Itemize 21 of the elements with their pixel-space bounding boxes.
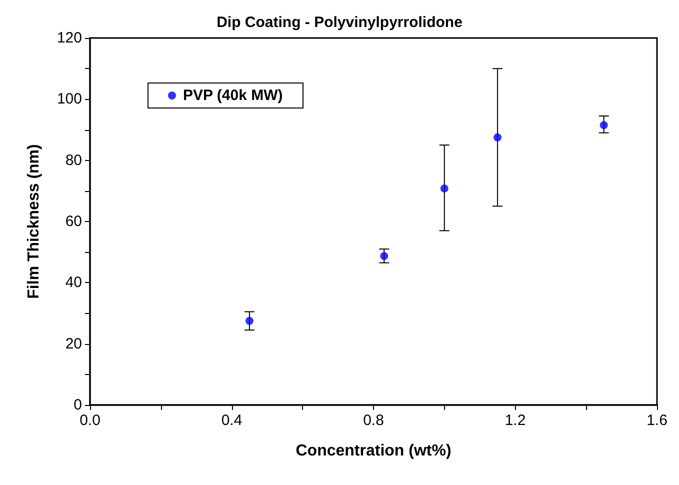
x-axis-title: Concentration (wt%): [296, 442, 452, 460]
y-tick-label: 60: [65, 213, 82, 230]
y-tick-label: 100: [56, 90, 82, 108]
point: [494, 133, 502, 142]
x-tick-label: 0.0: [80, 412, 100, 429]
y-tick-label: 80: [65, 152, 82, 169]
x-tick-label: 1.6: [646, 412, 668, 429]
point: [600, 121, 608, 130]
chart-title: Dip Coating - Polyvinylpyrrolidone: [216, 14, 462, 31]
x-tick-label: 1.2: [504, 412, 526, 429]
y-tick-label: 120: [56, 30, 82, 46]
y-tick-label: 0: [74, 396, 82, 414]
legend-label: PVP (40k MW): [183, 87, 283, 104]
y-tick-label: 40: [65, 274, 82, 292]
y-axis-title: Film Thickness (nm): [26, 144, 42, 299]
point: [440, 184, 448, 192]
y-tick-label: 20: [65, 335, 82, 352]
x-tick-label: 0.4: [221, 412, 242, 429]
point: [380, 252, 388, 260]
x-tick-label: 0.8: [363, 412, 384, 429]
point: [245, 316, 254, 325]
